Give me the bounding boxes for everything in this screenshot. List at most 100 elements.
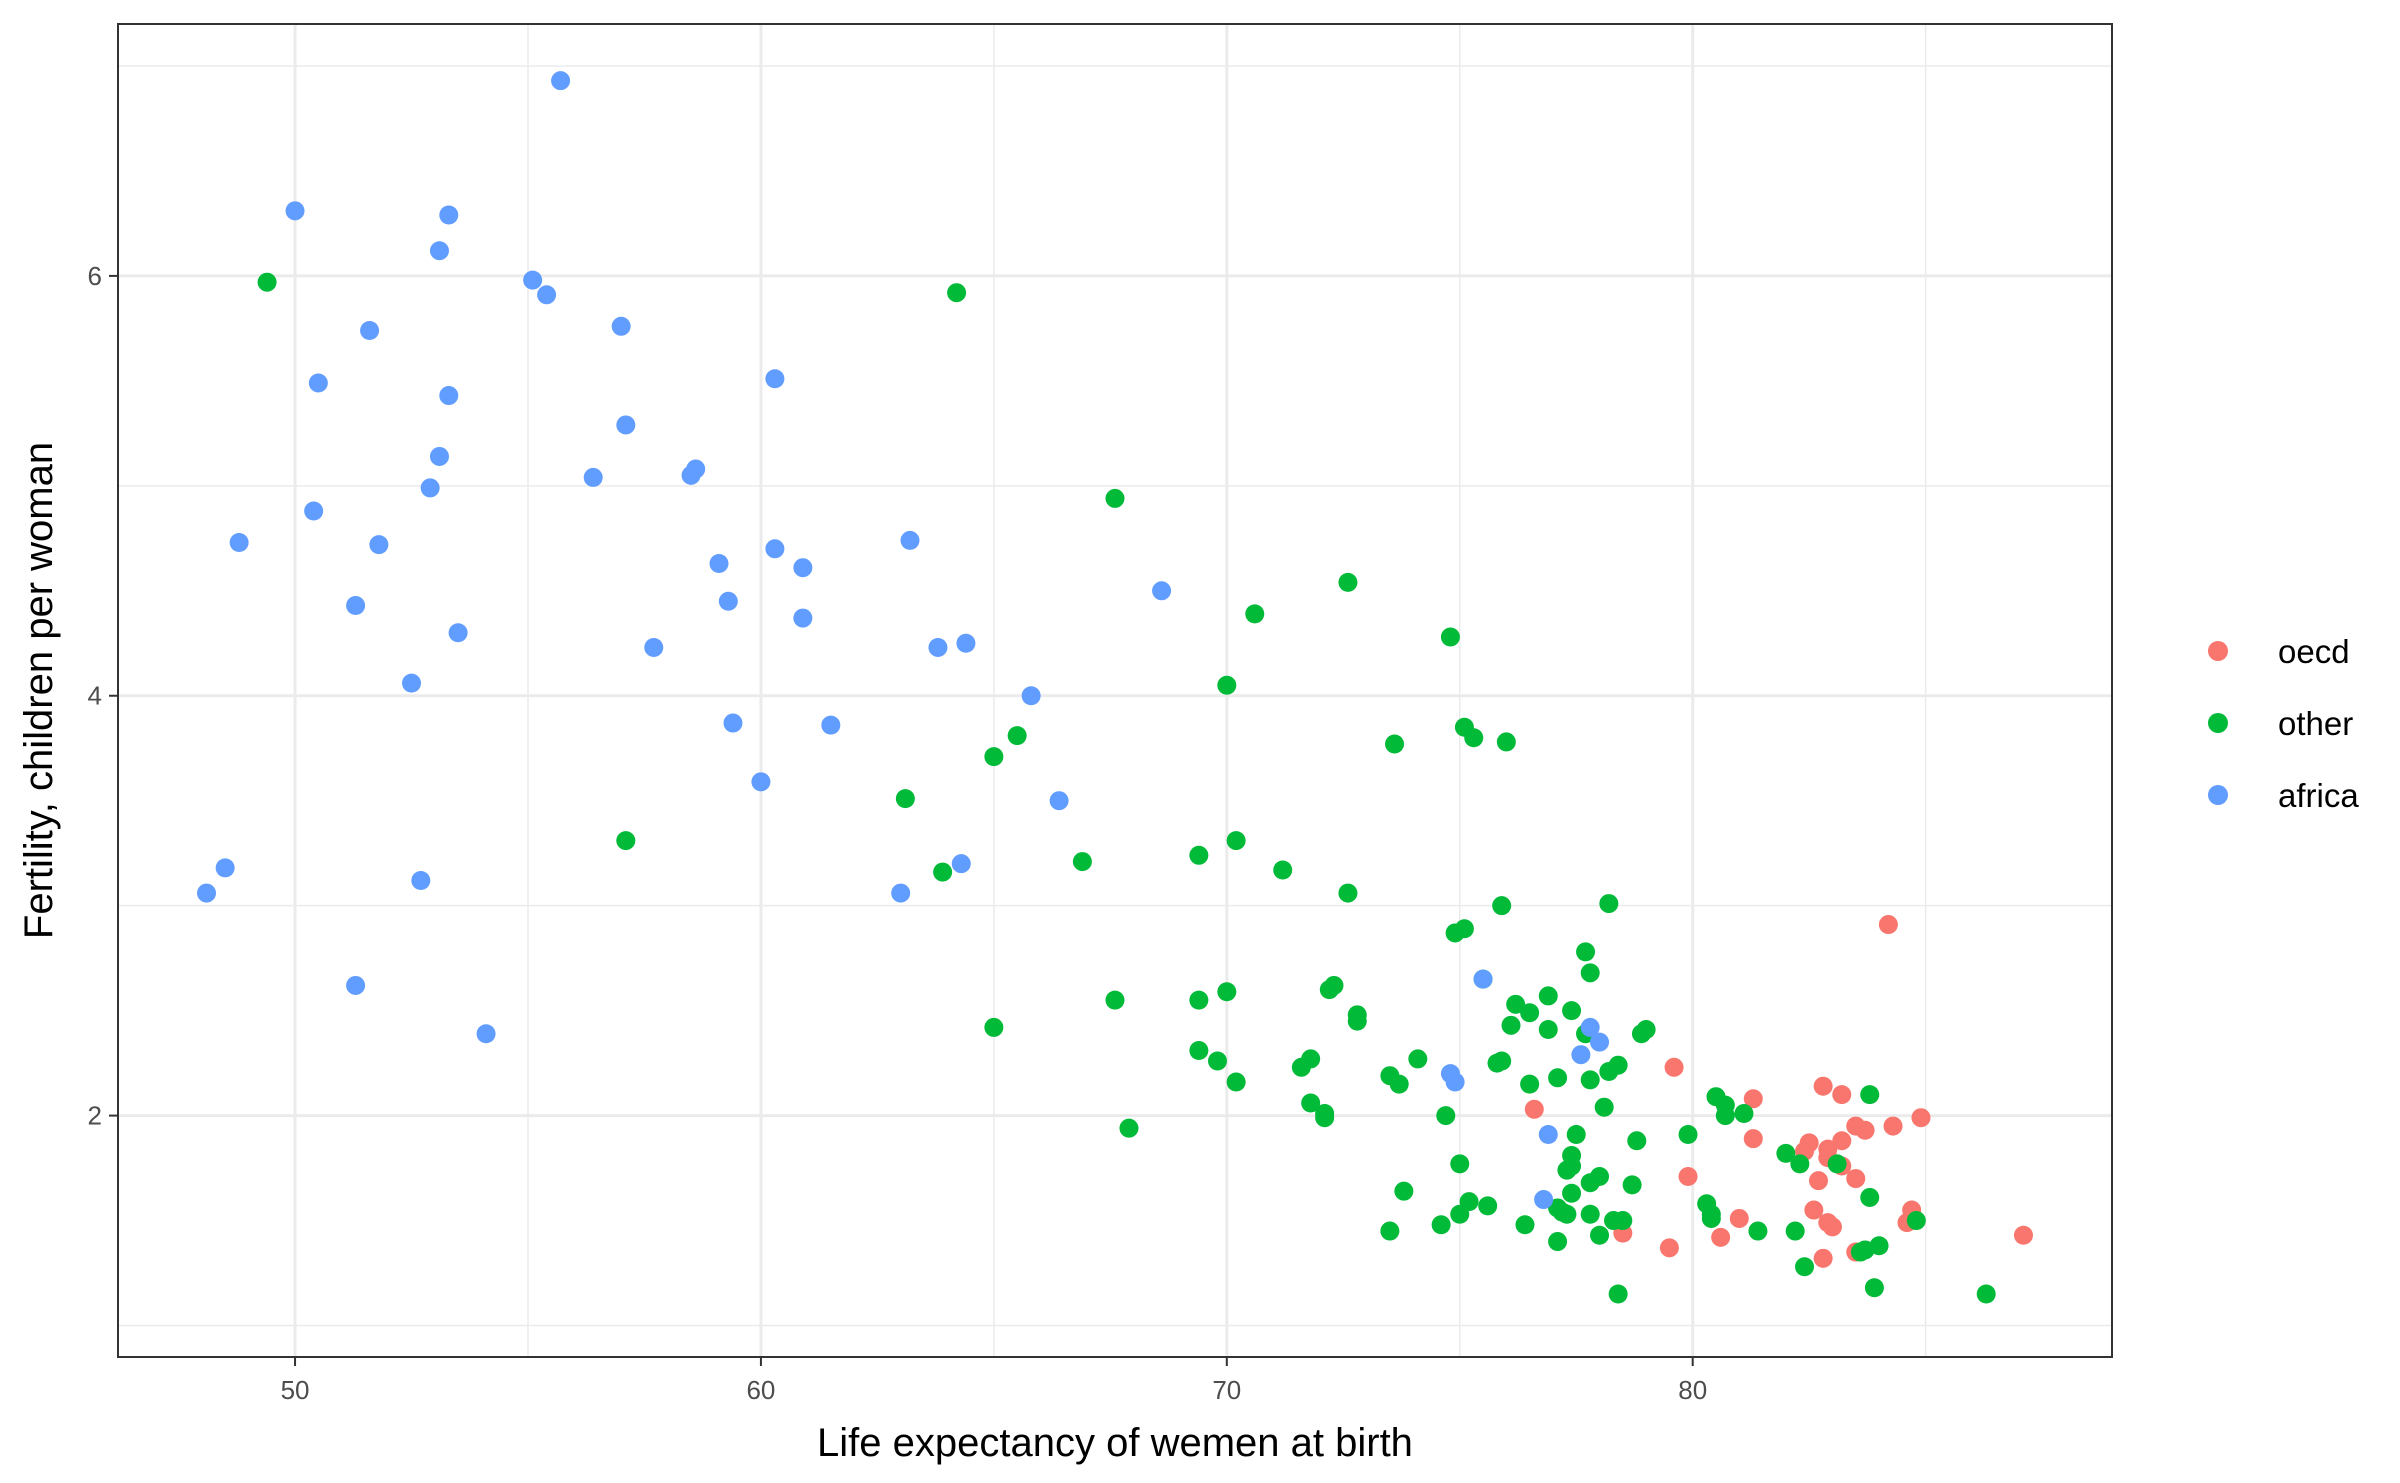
data-point-africa xyxy=(611,316,631,336)
data-point-africa xyxy=(821,715,841,735)
legend-label-africa: africa xyxy=(2278,777,2359,814)
data-point-africa xyxy=(411,870,431,890)
data-point-oecd xyxy=(2013,1225,2033,1245)
data-point-africa xyxy=(304,501,324,521)
data-point-other xyxy=(1860,1085,1880,1105)
data-point-other xyxy=(1007,726,1027,746)
data-point-other xyxy=(1301,1093,1321,1113)
data-point-africa xyxy=(439,386,459,406)
data-point-other xyxy=(1385,734,1405,754)
data-point-africa xyxy=(765,369,785,389)
data-point-africa xyxy=(369,535,389,555)
y-tick-label: 4 xyxy=(88,681,102,711)
data-point-africa xyxy=(928,637,948,657)
data-point-africa xyxy=(448,623,468,643)
data-point-other xyxy=(1795,1257,1815,1277)
x-tick-label: 80 xyxy=(1678,1375,1707,1405)
data-point-oecd xyxy=(1832,1085,1852,1105)
data-point-other xyxy=(1315,1103,1335,1123)
data-point-africa xyxy=(793,608,813,628)
data-point-other xyxy=(1576,942,1596,962)
data-point-oecd xyxy=(1808,1171,1828,1191)
plot-panel-border xyxy=(117,23,2113,1358)
data-point-other xyxy=(1394,1181,1414,1201)
data-point-other xyxy=(1189,1041,1209,1061)
data-point-other xyxy=(1538,986,1558,1006)
data-point-other xyxy=(1827,1154,1847,1174)
data-point-other xyxy=(1622,1175,1642,1195)
data-point-other xyxy=(1496,732,1516,752)
data-point-africa xyxy=(229,533,249,553)
data-point-oecd xyxy=(1813,1248,1833,1268)
data-points xyxy=(197,71,2033,1304)
y-axis-title: Fertility, children per woman xyxy=(17,442,61,939)
data-point-africa xyxy=(1473,969,1493,989)
data-point-other xyxy=(1520,1074,1540,1094)
data-point-africa xyxy=(215,858,235,878)
data-point-other xyxy=(1613,1211,1633,1231)
data-point-africa xyxy=(346,975,366,995)
data-point-other xyxy=(1608,1284,1628,1304)
data-point-oecd xyxy=(1659,1238,1679,1258)
data-point-other xyxy=(1734,1103,1754,1123)
data-point-africa xyxy=(1049,791,1069,811)
data-point-oecd xyxy=(1729,1208,1749,1228)
data-point-africa xyxy=(1021,686,1041,706)
data-point-oecd xyxy=(1804,1200,1824,1220)
data-point-other xyxy=(1538,1020,1558,1040)
data-point-oecd xyxy=(1664,1057,1684,1077)
data-point-other xyxy=(1860,1187,1880,1207)
data-point-africa xyxy=(1590,1032,1610,1052)
data-point-other xyxy=(1119,1118,1139,1138)
data-point-other xyxy=(1450,1204,1470,1224)
data-point-other xyxy=(1566,1124,1586,1144)
data-point-other xyxy=(1105,488,1125,508)
data-point-africa xyxy=(1534,1190,1554,1210)
data-point-oecd xyxy=(1855,1120,1875,1140)
data-point-africa xyxy=(709,553,729,573)
data-point-other xyxy=(1701,1208,1721,1228)
data-point-africa xyxy=(1571,1045,1591,1065)
data-point-other xyxy=(1590,1225,1610,1245)
y-tick-label: 6 xyxy=(88,261,102,291)
data-point-africa xyxy=(1580,1017,1600,1037)
data-point-africa xyxy=(439,205,459,225)
data-point-other xyxy=(1431,1215,1451,1235)
data-point-africa xyxy=(616,415,636,435)
data-point-africa xyxy=(751,772,771,792)
x-axis: 50 60 70 80 xyxy=(281,1357,1707,1405)
data-point-other xyxy=(1217,982,1237,1002)
data-point-africa xyxy=(644,637,664,657)
legend-item-africa: africa xyxy=(2208,777,2359,814)
data-point-other xyxy=(1785,1221,1805,1241)
data-point-africa xyxy=(346,595,366,615)
y-tick-label: 2 xyxy=(88,1101,102,1131)
data-point-other xyxy=(1408,1049,1428,1069)
legend-label-other: other xyxy=(2278,705,2353,742)
data-point-other xyxy=(1492,896,1512,916)
data-point-africa xyxy=(900,530,920,550)
data-point-africa xyxy=(308,373,328,393)
data-point-other xyxy=(1594,1097,1614,1117)
data-point-other xyxy=(1562,1183,1582,1203)
data-point-other xyxy=(1864,1278,1884,1298)
data-point-other xyxy=(984,747,1004,767)
data-point-other xyxy=(1226,1072,1246,1092)
legend-item-oecd: oecd xyxy=(2208,633,2350,670)
data-point-other xyxy=(1291,1057,1311,1077)
data-point-other xyxy=(1338,572,1358,592)
x-tick-label: 60 xyxy=(746,1375,775,1405)
data-point-other xyxy=(1548,1232,1568,1252)
legend-item-other: other xyxy=(2208,705,2353,742)
data-point-other xyxy=(257,272,277,292)
data-point-africa xyxy=(718,591,738,611)
data-point-other xyxy=(1627,1131,1647,1151)
data-point-other xyxy=(1380,1221,1400,1241)
data-point-other xyxy=(1478,1196,1498,1216)
data-point-africa xyxy=(891,883,911,903)
data-point-other xyxy=(1906,1211,1926,1231)
data-point-africa xyxy=(476,1024,496,1044)
data-point-other xyxy=(947,283,967,303)
y-axis: 2 4 6 xyxy=(88,261,118,1131)
data-point-other xyxy=(1599,1062,1619,1082)
